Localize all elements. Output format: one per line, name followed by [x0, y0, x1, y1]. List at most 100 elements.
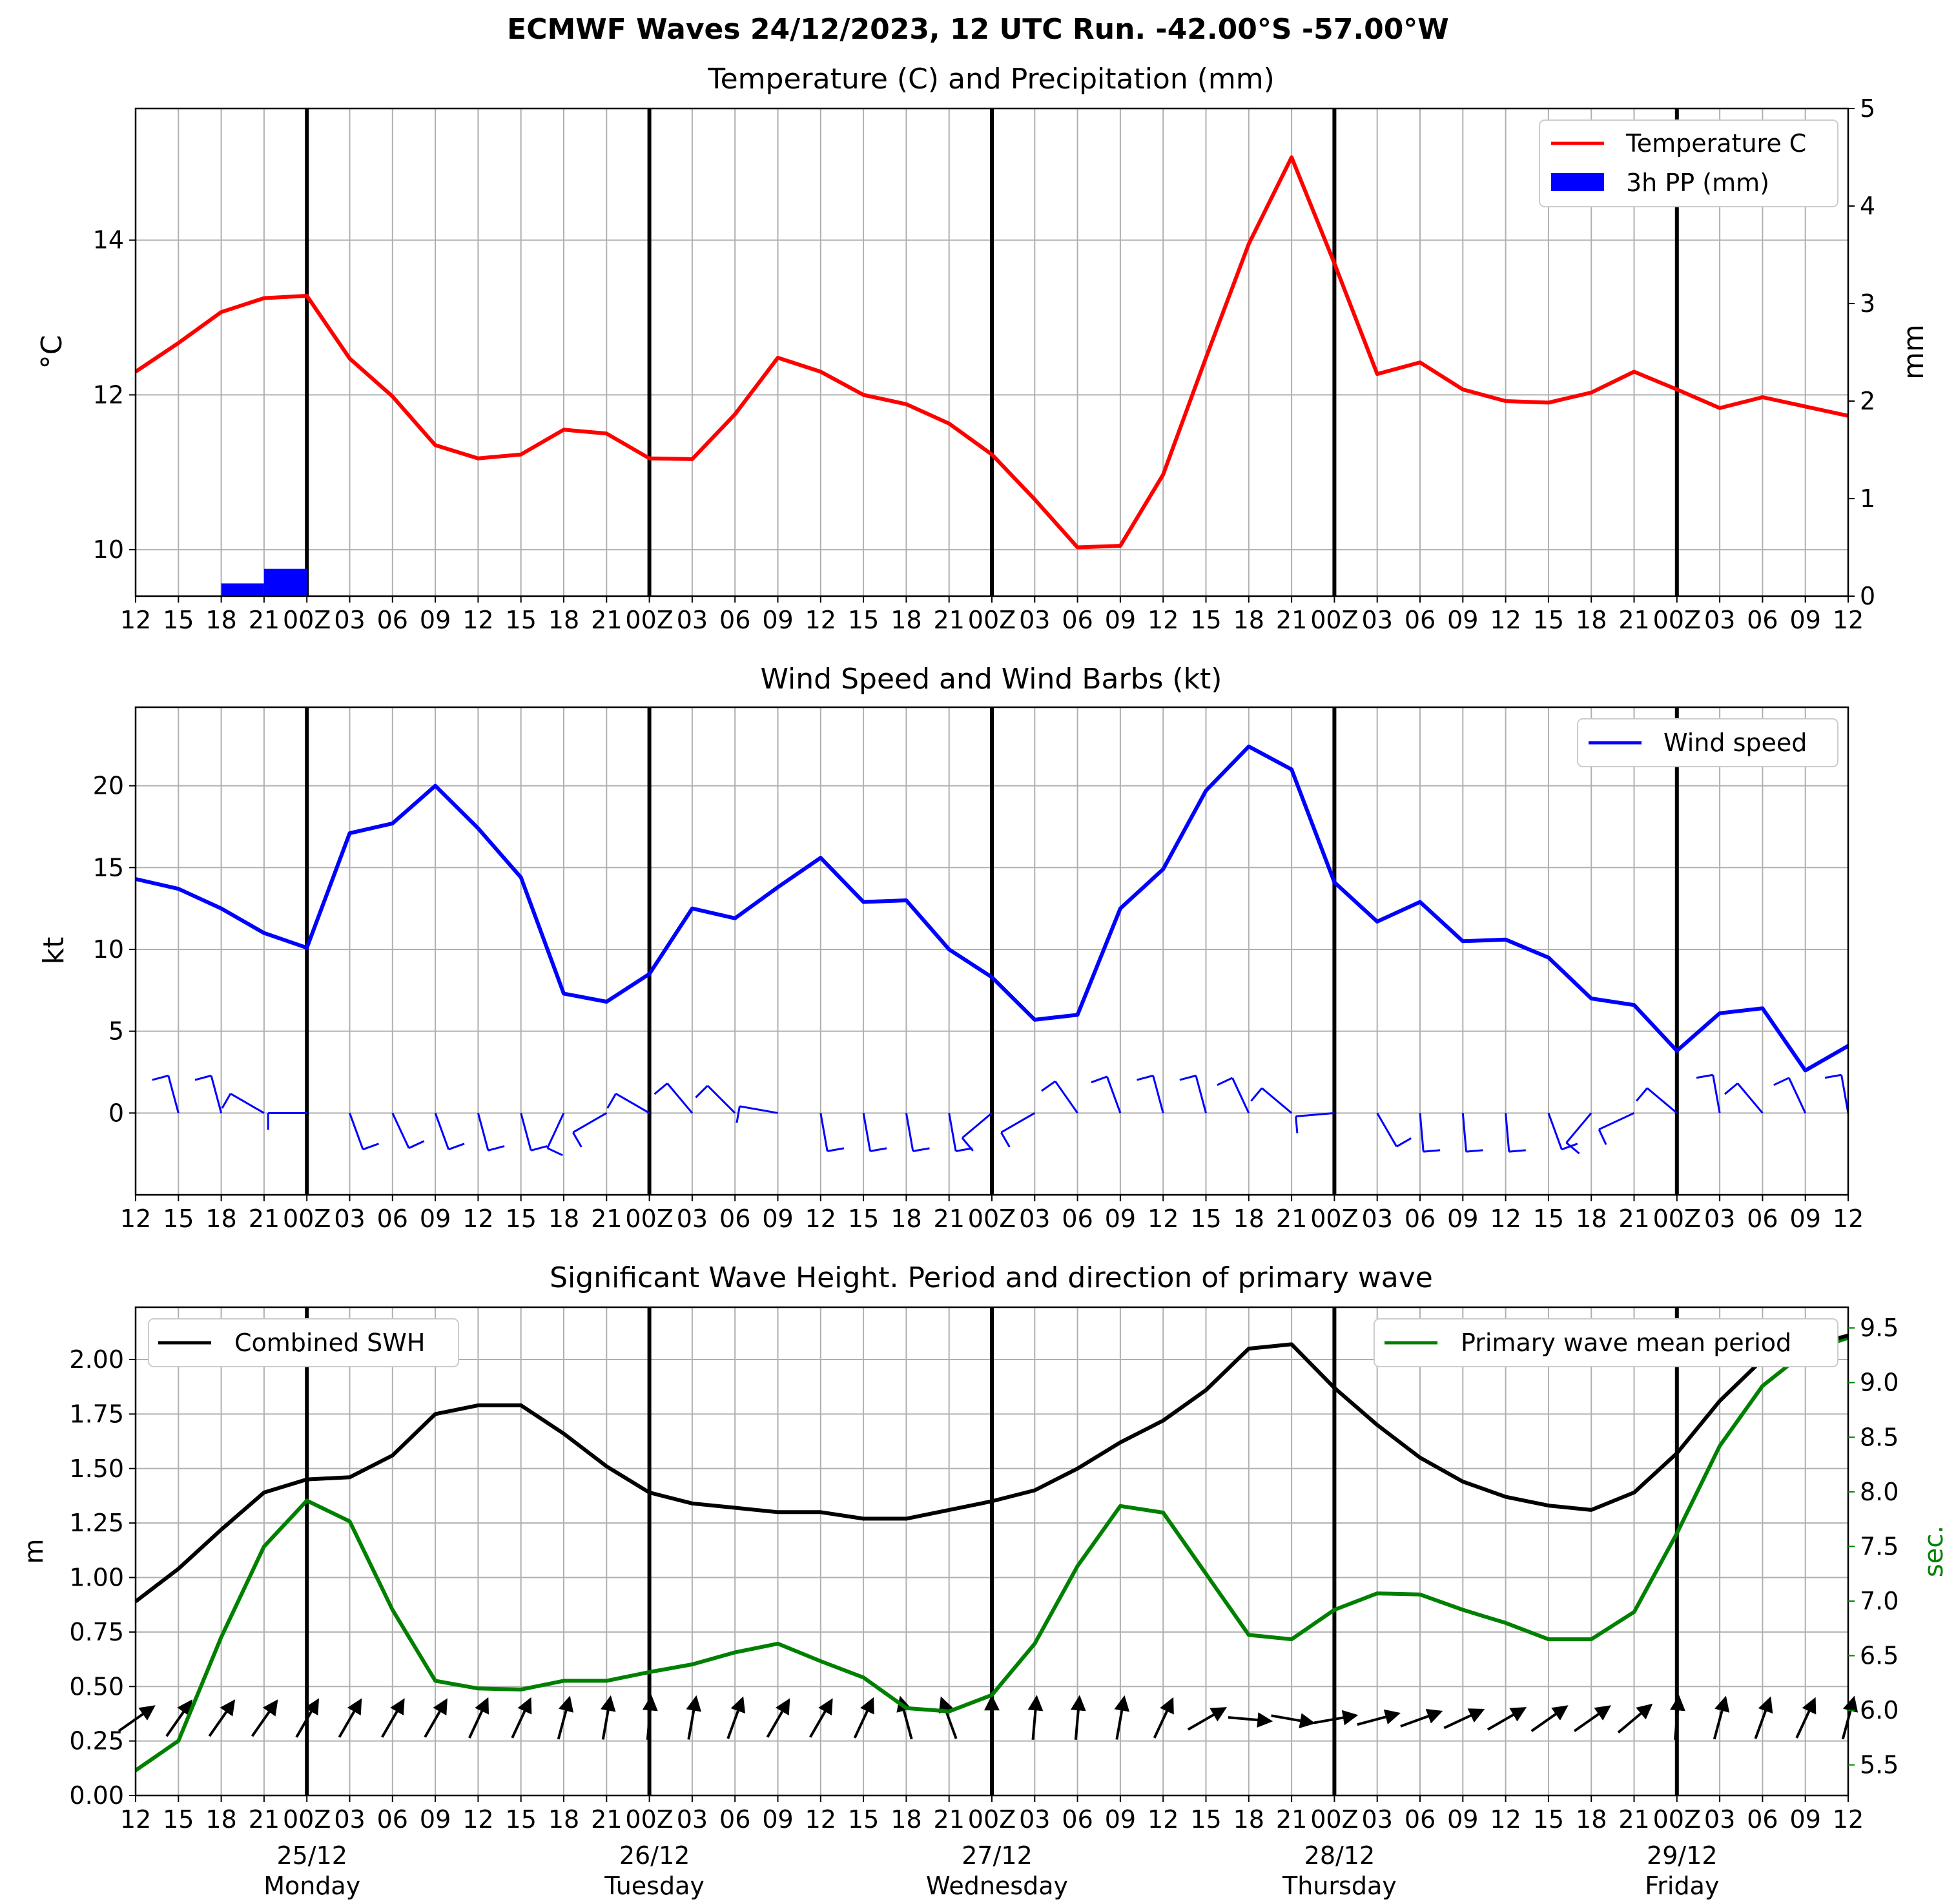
temp-day-lines [305, 109, 1679, 596]
wind-barb-staff [349, 1112, 364, 1150]
x-tick-label: 00Z [283, 1205, 331, 1233]
right-y-tick-label: 8.5 [1860, 1423, 1899, 1451]
wave-direction-arrow [726, 1696, 746, 1739]
wind-barb-staff [962, 1112, 993, 1139]
y-tick-label: 1.25 [69, 1509, 124, 1537]
x-tick-label: 12 [120, 1205, 151, 1233]
wind-barb [434, 1112, 465, 1151]
x-tick-label: 03 [677, 1205, 708, 1233]
x-tick-label: 21 [1618, 1205, 1649, 1233]
wave-direction-arrows [118, 1695, 1858, 1740]
wave-direction-arrow [1357, 1709, 1401, 1726]
right-y-tick-label: 3 [1860, 289, 1875, 318]
wave-direction-arrow [1443, 1708, 1485, 1730]
day-name-label: Wednesday [926, 1872, 1068, 1900]
x-tick-label: 18 [205, 1805, 236, 1834]
legend-precip-label: 3h PP (mm) [1626, 169, 1769, 197]
wind-barb-staff [1261, 1087, 1293, 1114]
x-tick-label: 15 [506, 1805, 537, 1834]
x-tick-label: 06 [1747, 606, 1778, 634]
x-tick-label: 03 [677, 606, 708, 634]
x-tick-label: 12 [1490, 1805, 1521, 1834]
wave-direction-arrow [1670, 1695, 1685, 1740]
wind-barb-staff [477, 1112, 489, 1151]
wind-barb-flag [695, 1084, 708, 1099]
day-date-label: 29/12 [1647, 1841, 1718, 1870]
x-tick-label: 18 [205, 606, 236, 634]
wind-panel-title: Wind Speed and Wind Barbs (kt) [761, 663, 1222, 696]
x-tick-label: 09 [762, 606, 793, 634]
x-tick-label: 18 [548, 606, 579, 634]
x-tick-label: 18 [890, 1805, 921, 1834]
wind-barb-staff [1646, 1087, 1678, 1114]
wind-day-lines [305, 707, 1679, 1195]
wind-barb [1547, 1112, 1578, 1151]
swh-y-ticks: 0.00 0.25 0.50 0.75 1.00 1.25 1.50 1.75 2.00 [69, 1345, 136, 1810]
wave-direction-arrow [1530, 1705, 1569, 1732]
wind-y-axis-label: kt [37, 937, 70, 965]
wave-direction-arrow [511, 1697, 532, 1739]
x-tick-label: 09 [420, 1805, 451, 1834]
x-tick-label: 03 [1704, 606, 1735, 634]
x-tick-label: 18 [1233, 1805, 1264, 1834]
y-tick-label: 0.25 [69, 1727, 124, 1755]
x-tick-label: 21 [249, 1805, 280, 1834]
y-tick-label: 15 [93, 853, 124, 882]
wind-barb [1635, 1087, 1678, 1114]
x-tick-label: 15 [1533, 606, 1564, 634]
y-tick-label: 2.00 [69, 1345, 124, 1374]
swh-y-axis-label: m [19, 1539, 49, 1564]
x-tick-label: 15 [506, 1205, 537, 1233]
x-tick-label: 09 [1447, 606, 1478, 634]
wind-barb-staff [1598, 1112, 1635, 1131]
x-tick-label: 15 [1190, 606, 1221, 634]
x-tick-label: 21 [1618, 1805, 1649, 1834]
wind-barb [948, 1113, 973, 1152]
swh-line [134, 1333, 1849, 1603]
wave-panel: Significant Wave Height. Period and dire… [19, 1261, 1949, 1900]
wave-direction-arrow [557, 1695, 574, 1740]
wave-direction-arrow [1153, 1697, 1174, 1739]
wind-barb [1091, 1075, 1122, 1113]
x-tick-label: 18 [890, 606, 921, 634]
wind-barb [654, 1082, 694, 1114]
temp-y-axis-label: °C [36, 335, 68, 369]
x-tick-label: 18 [890, 1205, 921, 1233]
x-tick-label: 15 [163, 606, 194, 634]
wind-barb-flag [1466, 1149, 1483, 1153]
wind-barb-flag [1137, 1074, 1154, 1081]
x-tick-label: 12 [805, 1205, 836, 1233]
x-tick-label: 12 [1490, 1205, 1521, 1233]
wind-barb-flag [221, 1093, 232, 1109]
wave-direction-arrow [295, 1698, 320, 1738]
x-tick-label: 03 [334, 1805, 365, 1834]
wind-barb-staff [1461, 1113, 1468, 1152]
x-tick-label: 12 [462, 1805, 493, 1834]
wind-barb-staff [1419, 1113, 1425, 1152]
legend-period-label: Primary wave mean period [1461, 1329, 1791, 1357]
wind-barb-flag [362, 1143, 379, 1151]
x-tick-label: 06 [1062, 1205, 1093, 1233]
wind-barb [1565, 1112, 1592, 1155]
wind-barb [961, 1112, 993, 1152]
wind-barb-flag [827, 1147, 845, 1152]
wind-barbs [152, 1073, 1849, 1157]
wind-barb-staff [546, 1112, 565, 1149]
day-date-label: 27/12 [962, 1841, 1033, 1870]
day-date-label: 25/12 [276, 1841, 347, 1870]
x-tick-label: 09 [762, 1205, 793, 1233]
x-tick-label: 09 [420, 1205, 451, 1233]
wind-barb-flag [955, 1147, 973, 1152]
temp-grid [135, 109, 1849, 596]
y-tick-label: 10 [93, 935, 124, 964]
x-tick-label: 21 [1618, 606, 1649, 634]
x-tick-label: 00Z [1653, 1805, 1701, 1834]
wave-direction-arrow [1027, 1695, 1044, 1740]
day-date-label: 26/12 [619, 1841, 690, 1870]
x-tick-label: 18 [1576, 1205, 1607, 1233]
wind-barb-staff [1547, 1112, 1563, 1150]
x-tick-label: 06 [377, 606, 408, 634]
wind-barb-flag [547, 1147, 563, 1157]
wind-barb-flag [1696, 1073, 1713, 1079]
